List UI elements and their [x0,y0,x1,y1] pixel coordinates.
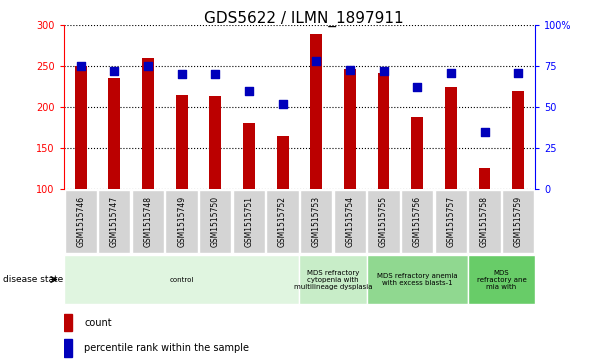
Bar [64,339,72,357]
FancyBboxPatch shape [199,190,232,253]
Text: GSM1515759: GSM1515759 [514,196,523,247]
Text: GSM1515749: GSM1515749 [177,196,186,247]
Bar [310,33,322,189]
FancyBboxPatch shape [165,190,198,253]
Bar [142,58,154,189]
Point [76,63,86,69]
FancyBboxPatch shape [64,190,97,253]
Point [379,68,389,74]
Text: MDS refractory
cytopenia with
multilineage dysplasia: MDS refractory cytopenia with multilinea… [294,269,372,290]
Text: GSM1515754: GSM1515754 [345,196,354,247]
FancyBboxPatch shape [367,190,399,253]
Text: GSM1515751: GSM1515751 [244,196,254,247]
Point [278,101,288,107]
Point [513,70,523,76]
Text: MDS
refractory ane
mia with: MDS refractory ane mia with [477,269,527,290]
Point [480,129,489,135]
Text: GSM1515757: GSM1515757 [446,196,455,247]
Text: GSM1515748: GSM1515748 [143,196,153,247]
Text: GSM1515758: GSM1515758 [480,196,489,247]
Text: GSM1515750: GSM1515750 [211,196,220,247]
Bar [344,69,356,189]
Text: percentile rank within the sample: percentile rank within the sample [84,343,249,353]
FancyBboxPatch shape [502,190,534,253]
Text: GSM1515753: GSM1515753 [312,196,321,247]
Text: GSM1515756: GSM1515756 [413,196,422,247]
Bar [243,123,255,189]
Point [210,72,220,77]
Text: MDS refractory anemia
with excess blasts-1: MDS refractory anemia with excess blasts… [377,273,458,286]
Text: control: control [170,277,194,282]
FancyBboxPatch shape [300,190,333,253]
Text: GSM1515755: GSM1515755 [379,196,388,247]
Bar [513,91,524,189]
Bar [478,168,491,189]
FancyBboxPatch shape [334,190,366,253]
Text: GSM1515752: GSM1515752 [278,196,287,247]
Bar [277,136,289,189]
FancyBboxPatch shape [132,190,164,253]
FancyBboxPatch shape [367,255,468,304]
Text: count: count [84,318,112,328]
Bar [64,314,72,331]
Text: GSM1515746: GSM1515746 [76,196,85,247]
Bar [209,97,221,189]
FancyBboxPatch shape [233,190,265,253]
Bar [75,66,86,189]
Point [143,63,153,69]
Point [446,70,456,76]
FancyBboxPatch shape [401,190,434,253]
Point [109,68,119,74]
Point [345,67,355,73]
FancyBboxPatch shape [266,190,299,253]
FancyBboxPatch shape [468,255,535,304]
Bar [378,73,390,189]
FancyBboxPatch shape [468,190,501,253]
Text: disease state: disease state [3,275,63,284]
Point [177,72,187,77]
FancyBboxPatch shape [98,190,131,253]
Text: GSM1515747: GSM1515747 [110,196,119,247]
Text: GDS5622 / ILMN_1897911: GDS5622 / ILMN_1897911 [204,11,404,27]
Bar [108,78,120,189]
FancyBboxPatch shape [299,255,367,304]
Bar [412,117,423,189]
Point [412,85,422,90]
Point [311,58,321,64]
Bar [176,95,187,189]
Point [244,88,254,94]
FancyBboxPatch shape [435,190,467,253]
FancyBboxPatch shape [64,255,299,304]
Bar [445,87,457,189]
